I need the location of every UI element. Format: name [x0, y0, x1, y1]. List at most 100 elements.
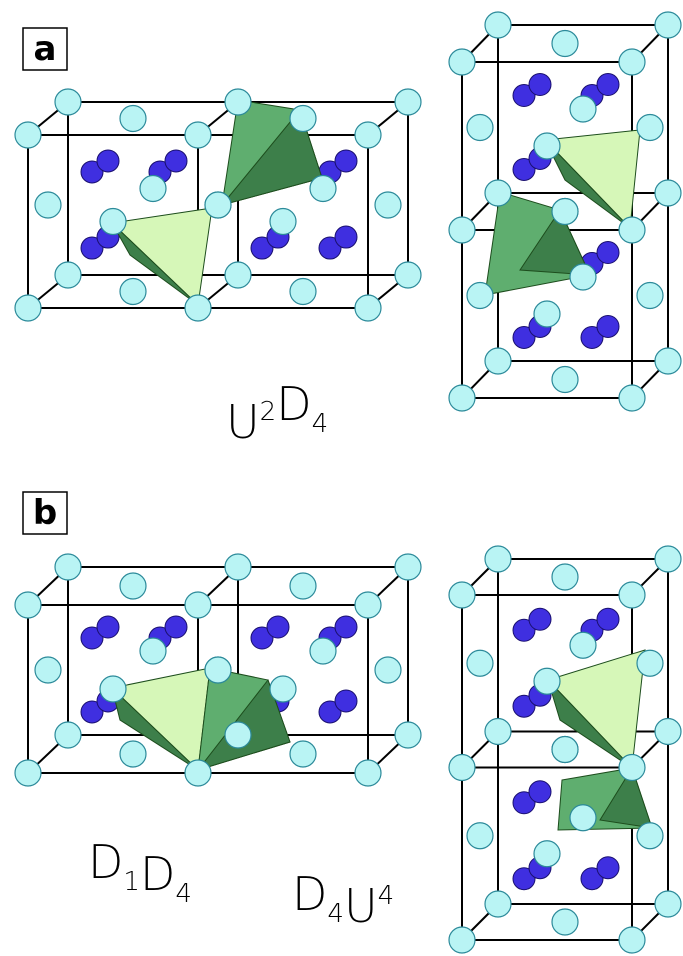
cyan-atom — [570, 96, 596, 122]
blue-atom — [335, 616, 357, 638]
superscript: 2 — [260, 397, 277, 427]
blue-atom — [335, 690, 357, 712]
cyan-atom — [120, 573, 146, 599]
cyan-atom — [185, 592, 211, 618]
formula-symbol: D — [140, 847, 175, 901]
cyan-atom — [310, 638, 336, 664]
cyan-atom — [619, 927, 645, 953]
cyan-atom — [290, 741, 316, 767]
cyan-atom — [270, 676, 296, 702]
cyan-atom — [120, 106, 146, 132]
crystal-structures — [15, 12, 681, 953]
cyan-atom — [290, 573, 316, 599]
blue-atom — [597, 242, 619, 264]
blue-atom — [597, 74, 619, 96]
cyan-atom — [570, 264, 596, 290]
cyan-atom — [485, 12, 511, 38]
cyan-atom — [290, 106, 316, 132]
formula-symbol: D — [276, 377, 311, 431]
cyan-atom — [570, 805, 596, 831]
cyan-atom — [225, 722, 251, 748]
blue-atom — [165, 616, 187, 638]
cyan-atom — [100, 209, 126, 235]
cyan-atom — [449, 385, 475, 411]
blue-atom — [335, 150, 357, 172]
cyan-atom — [395, 89, 421, 115]
cyan-atom — [619, 217, 645, 243]
cyan-atom — [485, 546, 511, 572]
cyan-atom — [225, 554, 251, 580]
formula-symbol: U — [344, 879, 378, 933]
cyan-atom — [552, 737, 578, 763]
blue-atom — [529, 74, 551, 96]
cyan-atom — [637, 823, 663, 849]
cyan-atom — [55, 554, 81, 580]
formula-symbol: D — [292, 867, 327, 921]
cyan-atom — [375, 192, 401, 218]
formula: D1D4 — [88, 835, 192, 909]
cyan-atom — [637, 650, 663, 676]
cyan-atom — [355, 592, 381, 618]
cyan-atom — [655, 12, 681, 38]
cyan-atom — [449, 582, 475, 608]
blue-atom — [97, 150, 119, 172]
panel-label: b — [33, 493, 57, 533]
cyan-atom — [552, 909, 578, 935]
cyan-atom — [205, 657, 231, 683]
cyan-atom — [15, 295, 41, 321]
cyan-atom — [467, 650, 493, 676]
blue-atom — [597, 315, 619, 337]
cyan-atom — [185, 122, 211, 148]
subscript: 4 — [327, 899, 344, 929]
cyan-atom — [15, 760, 41, 786]
blue-atom — [335, 226, 357, 248]
cyan-atom — [449, 755, 475, 781]
cyan-atom — [100, 676, 126, 702]
cyan-atom — [552, 31, 578, 57]
cyan-atom — [637, 283, 663, 309]
cyan-atom — [185, 295, 211, 321]
cyan-atom — [552, 199, 578, 225]
cyan-atom — [120, 279, 146, 305]
cyan-atom — [290, 279, 316, 305]
blue-atom — [597, 857, 619, 879]
cyan-atom — [355, 760, 381, 786]
cyan-atom — [355, 122, 381, 148]
cyan-atom — [55, 262, 81, 288]
cyan-atom — [140, 638, 166, 664]
diagram: a b U2D4D1D4D4U4 — [0, 0, 683, 956]
cyan-atom — [270, 209, 296, 235]
subscript: 4 — [312, 409, 329, 439]
blue-atom — [529, 608, 551, 630]
subscript: 4 — [175, 879, 192, 909]
cyan-atom — [449, 217, 475, 243]
blue-atom — [165, 150, 187, 172]
cyan-atom — [15, 122, 41, 148]
cyan-atom — [619, 755, 645, 781]
cyan-atom — [552, 564, 578, 590]
cyan-atom — [310, 176, 336, 202]
cyan-atom — [120, 741, 146, 767]
cyan-atom — [140, 176, 166, 202]
cyan-atom — [637, 115, 663, 141]
cyan-atom — [655, 719, 681, 745]
blue-atom — [97, 616, 119, 638]
cyan-atom — [655, 348, 681, 374]
cyan-atom — [35, 657, 61, 683]
cyan-atom — [534, 841, 560, 867]
cyan-atom — [375, 657, 401, 683]
cyan-atom — [449, 927, 475, 953]
formula: D4U4 — [292, 867, 394, 933]
blue-atom — [267, 616, 289, 638]
superscript: 4 — [378, 881, 395, 911]
formula: U2D4 — [226, 377, 328, 449]
cyan-atom — [205, 192, 231, 218]
cyan-atom — [485, 891, 511, 917]
cyan-atom — [570, 632, 596, 658]
cyan-atom — [619, 385, 645, 411]
cyan-atom — [55, 89, 81, 115]
cyan-atom — [619, 582, 645, 608]
cyan-atom — [185, 760, 211, 786]
cyan-atom — [534, 668, 560, 694]
cyan-atom — [485, 719, 511, 745]
